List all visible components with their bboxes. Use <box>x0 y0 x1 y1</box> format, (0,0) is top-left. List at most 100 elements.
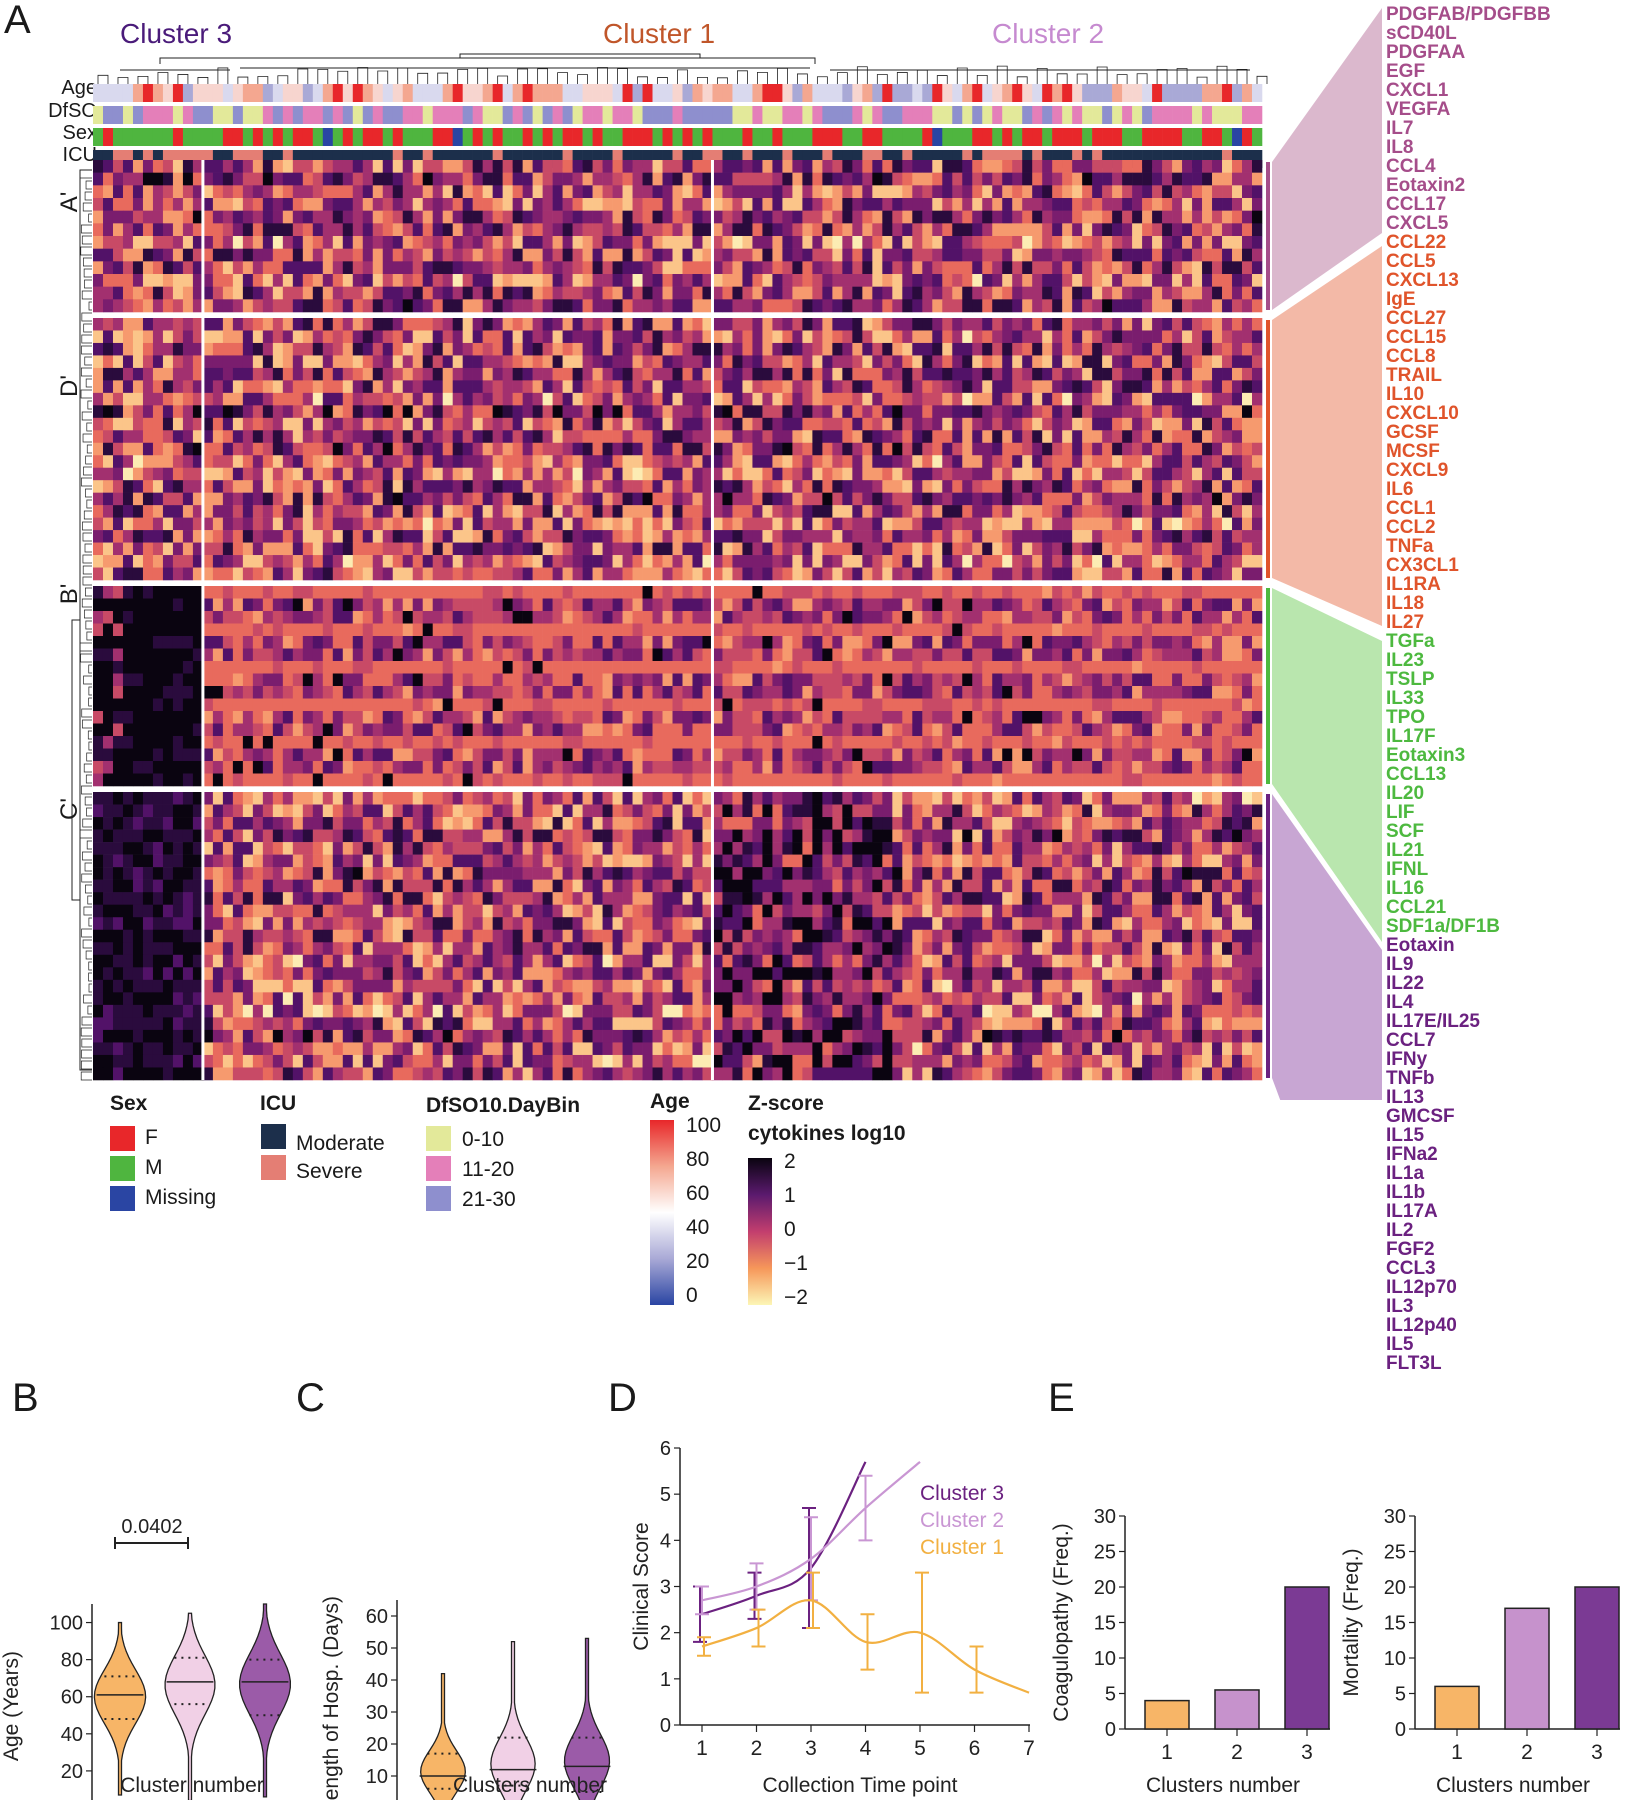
heatmap-cell <box>292 492 304 506</box>
heatmap-cell <box>862 555 873 568</box>
heatmap-cell <box>902 417 913 431</box>
heatmap-cell <box>1032 455 1043 469</box>
heatmap-cell <box>1002 555 1013 568</box>
heatmap-cell <box>922 492 933 506</box>
heatmap-cell <box>292 210 304 224</box>
annotation-cell-age <box>592 84 603 102</box>
heatmap-cell <box>1132 530 1143 543</box>
annotation-cell-age <box>1162 84 1173 102</box>
dendrogram-branch <box>896 72 908 84</box>
heatmap-cell <box>422 455 434 469</box>
heatmap-cell <box>192 172 204 186</box>
heatmap-cell <box>1092 185 1103 199</box>
heatmap-cell <box>1002 623 1013 637</box>
heatmap-cell <box>532 567 543 581</box>
dendrogram-branch <box>86 444 92 454</box>
heatmap-cell <box>302 480 314 493</box>
dendrogram-branch <box>777 67 788 84</box>
heatmap-cell <box>1022 480 1033 493</box>
heatmap-cell <box>982 274 993 287</box>
heatmap-cell <box>1222 380 1233 394</box>
heatmap-cell <box>1222 210 1233 224</box>
heatmap-cell <box>882 430 893 444</box>
heatmap-cell <box>552 160 563 173</box>
heatmap-cell <box>602 392 613 406</box>
heatmap-cell <box>742 198 753 211</box>
heatmap-cell <box>1242 392 1253 406</box>
heatmap-cell <box>712 223 723 237</box>
annotation-cell-icu <box>172 150 184 168</box>
heatmap-cell <box>222 160 234 173</box>
heatmap-cell <box>942 480 953 493</box>
heatmap-cell <box>1012 330 1023 344</box>
heatmap-cell <box>982 223 993 237</box>
heatmap-cell <box>1052 236 1063 249</box>
heatmap-cell <box>1232 623 1243 637</box>
annotation-cell-sex <box>192 128 204 146</box>
heatmap-cell <box>402 160 414 173</box>
heatmap-cell <box>922 455 933 469</box>
heatmap-cell <box>242 330 254 344</box>
heatmap-cell <box>772 342 783 356</box>
heatmap-cell <box>892 286 903 300</box>
heatmap-cell <box>232 586 244 599</box>
heatmap-cell <box>912 223 923 237</box>
heatmap-cell <box>322 442 334 456</box>
heatmap-cell <box>1192 198 1203 211</box>
heatmap-cell <box>282 367 294 381</box>
heatmap-cell <box>1072 342 1083 356</box>
heatmap-cell <box>142 380 154 394</box>
heatmap-cell <box>562 330 573 344</box>
heatmap-cell <box>522 492 533 506</box>
heatmap-cell <box>1142 380 1153 394</box>
heatmap-cell <box>1082 392 1093 406</box>
heatmap-cell <box>452 355 463 369</box>
heatmap-cell <box>332 480 344 493</box>
heatmap-cell <box>232 598 244 612</box>
annotation-label-dfso: DfSO <box>48 100 97 122</box>
heatmap-cell <box>292 172 304 186</box>
heatmap-cell <box>942 261 953 275</box>
heatmap-cell <box>1182 380 1193 394</box>
heatmap-cell <box>922 380 933 394</box>
heatmap-cell <box>902 555 913 568</box>
annotation-cell-dfso <box>652 106 663 124</box>
annotation-cell-icu <box>722 150 733 168</box>
heatmap-cell <box>622 355 633 369</box>
heatmap-cell <box>992 330 1003 344</box>
heatmap-cell <box>912 505 923 518</box>
heatmap-cell <box>252 367 264 381</box>
heatmap-cell <box>882 517 893 531</box>
heatmap-cell <box>662 611 673 624</box>
heatmap-cell <box>512 480 523 493</box>
heatmap-cell <box>732 405 743 419</box>
heatmap-cell <box>1222 623 1233 637</box>
heatmap-cell <box>242 542 254 556</box>
heatmap-cell <box>882 586 893 599</box>
heatmap-cell <box>172 380 184 394</box>
annotation-cell-sex <box>482 128 493 146</box>
heatmap-cell <box>242 236 254 249</box>
heatmap-cell <box>372 299 384 313</box>
heatmap-cell <box>742 210 753 224</box>
annotation-cell-icu <box>1102 150 1113 168</box>
heatmap-cell <box>1022 505 1033 518</box>
heatmap-cell <box>922 210 933 224</box>
heatmap-cell <box>892 342 903 356</box>
heatmap-cell <box>1152 236 1163 249</box>
heatmap-cell <box>632 248 643 262</box>
heatmap-cell <box>1252 248 1263 262</box>
heatmap-cell <box>442 172 453 186</box>
annotation-cell-icu <box>352 150 364 168</box>
heatmap-cell <box>452 586 463 599</box>
heatmap-cell <box>182 261 194 275</box>
heatmap-cell <box>532 442 543 456</box>
heatmap-cell <box>542 455 553 469</box>
heatmap-cell <box>942 405 953 419</box>
heatmap-cell <box>702 274 713 287</box>
heatmap-cell <box>762 185 773 199</box>
dendrogram-branch <box>737 70 748 84</box>
heatmap-cell <box>452 160 463 173</box>
annotation-cell-sex <box>93 128 104 146</box>
heatmap-cell <box>212 467 224 481</box>
